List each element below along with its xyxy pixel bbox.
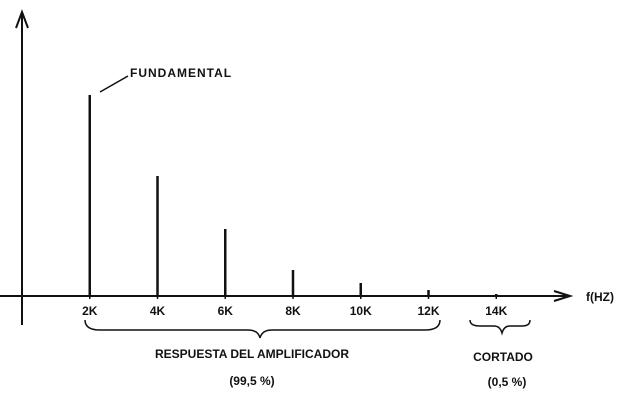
brace — [84, 319, 441, 339]
annotation: (0,5 %) — [488, 375, 527, 389]
x-tick-label: 8K — [285, 304, 301, 318]
x-tick-label: 12K — [417, 304, 439, 318]
annotation: RESPUESTA DEL AMPLIFICADOR — [155, 347, 349, 361]
annotation: (99,5 %) — [229, 374, 274, 388]
y-axis — [15, 9, 29, 325]
annotation: FUNDAMENTAL — [130, 66, 232, 80]
x-tick-label: 2K — [82, 304, 98, 318]
annotation: CORTADO — [473, 350, 533, 364]
leader-line — [99, 75, 129, 93]
x-tick-label: 10K — [350, 304, 372, 318]
x-axis-label: f(HZ) — [586, 290, 614, 304]
x-tick-label: 4K — [150, 304, 166, 318]
x-tick-label: 14K — [485, 304, 507, 318]
x-tick-label: 6K — [218, 304, 234, 318]
x-axis — [0, 290, 574, 302]
brace — [469, 319, 531, 336]
